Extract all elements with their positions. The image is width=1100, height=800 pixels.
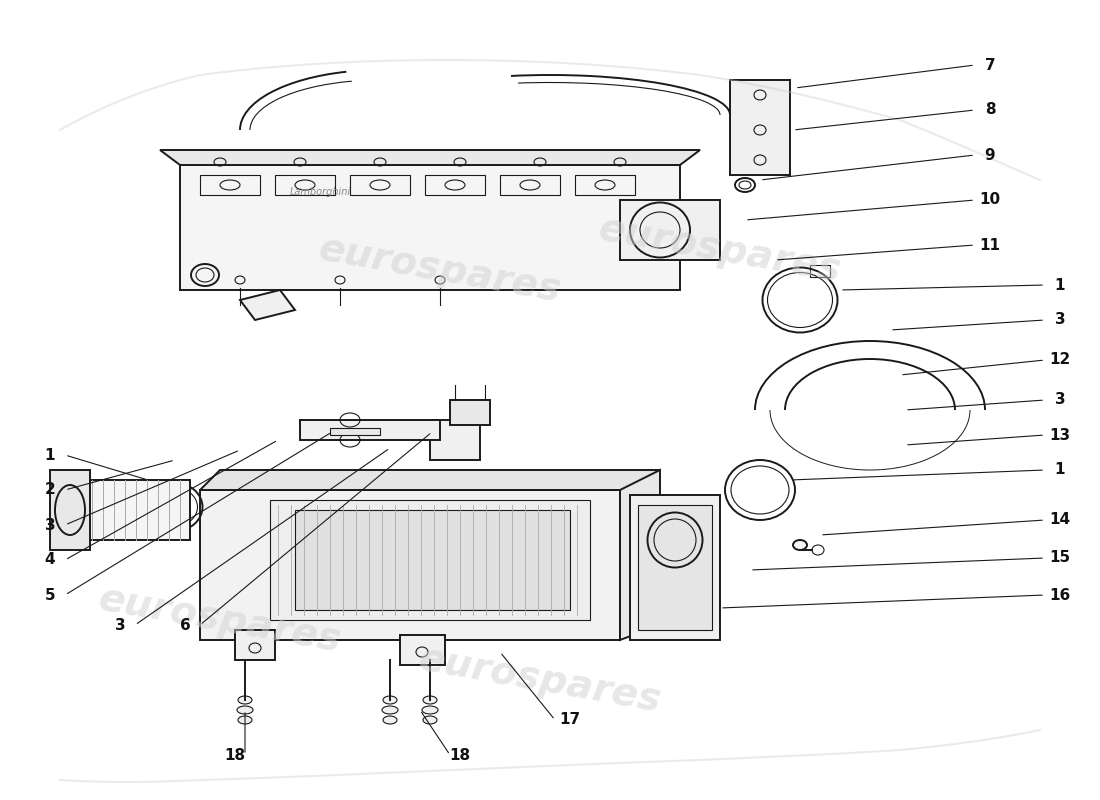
Polygon shape — [180, 165, 680, 290]
Text: 1: 1 — [45, 447, 55, 462]
Ellipse shape — [383, 696, 397, 704]
Polygon shape — [80, 480, 190, 540]
Text: 18: 18 — [450, 747, 471, 762]
Polygon shape — [620, 470, 660, 640]
Ellipse shape — [383, 716, 397, 724]
Text: Lamborghini: Lamborghini — [289, 187, 351, 197]
Text: 3: 3 — [114, 618, 125, 633]
Text: 15: 15 — [1049, 550, 1070, 566]
Text: 18: 18 — [224, 747, 245, 762]
Bar — [425, 175, 485, 195]
Text: 4: 4 — [45, 553, 55, 567]
Bar — [275, 175, 336, 195]
Text: 14: 14 — [1049, 513, 1070, 527]
Ellipse shape — [793, 540, 807, 550]
Text: 9: 9 — [984, 147, 996, 162]
Text: 7: 7 — [984, 58, 996, 73]
Polygon shape — [630, 495, 720, 640]
Bar — [575, 175, 635, 195]
Ellipse shape — [422, 706, 438, 714]
Text: 3: 3 — [1055, 313, 1065, 327]
Polygon shape — [160, 150, 700, 165]
Ellipse shape — [424, 716, 437, 724]
Polygon shape — [235, 630, 275, 660]
Polygon shape — [620, 200, 721, 260]
Ellipse shape — [238, 696, 252, 704]
Polygon shape — [295, 510, 570, 610]
Text: eurospares: eurospares — [96, 580, 344, 660]
Text: 1: 1 — [1055, 278, 1065, 293]
Text: 16: 16 — [1049, 587, 1070, 602]
Text: 17: 17 — [560, 713, 581, 727]
Text: 8: 8 — [984, 102, 996, 118]
Text: 6: 6 — [179, 618, 190, 633]
Polygon shape — [400, 635, 446, 665]
Text: 1: 1 — [1055, 462, 1065, 478]
Text: eurospares: eurospares — [316, 230, 564, 310]
Polygon shape — [638, 505, 712, 630]
Bar — [200, 175, 260, 195]
Ellipse shape — [238, 716, 252, 724]
Text: 3: 3 — [1055, 393, 1065, 407]
Text: 11: 11 — [979, 238, 1001, 253]
Polygon shape — [200, 470, 660, 490]
Polygon shape — [730, 80, 790, 175]
Polygon shape — [330, 428, 380, 435]
Polygon shape — [270, 500, 590, 620]
Text: 5: 5 — [45, 587, 55, 602]
Text: 2: 2 — [45, 482, 55, 498]
Text: 3: 3 — [45, 518, 55, 533]
Text: eurospares: eurospares — [416, 640, 664, 720]
Ellipse shape — [236, 706, 253, 714]
Polygon shape — [50, 470, 90, 550]
Ellipse shape — [424, 696, 437, 704]
Polygon shape — [300, 420, 440, 440]
Text: 13: 13 — [1049, 427, 1070, 442]
Bar — [500, 175, 560, 195]
Bar — [810, 265, 830, 277]
Text: 12: 12 — [1049, 353, 1070, 367]
Ellipse shape — [382, 706, 398, 714]
Polygon shape — [430, 420, 480, 460]
Polygon shape — [200, 490, 620, 640]
Polygon shape — [450, 400, 490, 425]
Text: eurospares: eurospares — [596, 210, 845, 290]
Text: 10: 10 — [979, 193, 1001, 207]
Polygon shape — [240, 290, 295, 320]
Bar — [350, 175, 410, 195]
